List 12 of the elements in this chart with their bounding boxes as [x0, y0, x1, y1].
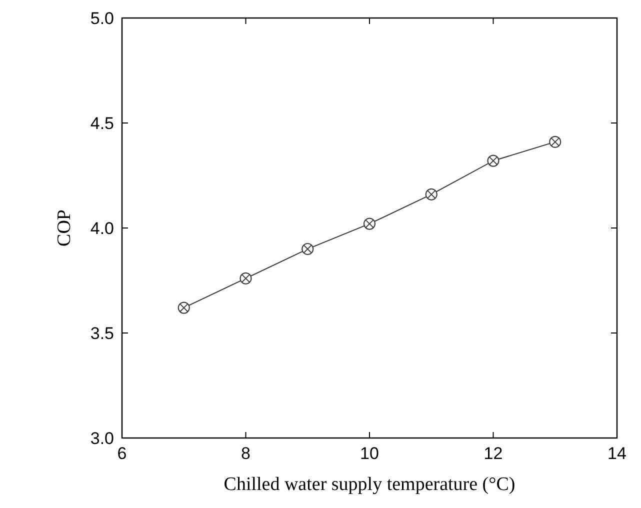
y-axis-title: COP: [54, 210, 75, 246]
x-tick-label: 12: [484, 444, 503, 463]
y-tick-label: 3.0: [90, 428, 114, 448]
x-axis-title: Chilled water supply temperature (°C): [224, 474, 516, 495]
x-tick-label: 10: [360, 444, 379, 463]
x-tick-label: 6: [117, 444, 127, 463]
y-tick-label: 5.0: [90, 8, 114, 28]
y-tick-label: 4.5: [90, 114, 114, 133]
x-tick-label: 8: [241, 444, 250, 463]
y-tick-label: 4.0: [90, 218, 114, 238]
y-tick-label: 3.5: [90, 324, 114, 343]
x-tick-label: 14: [608, 444, 626, 463]
